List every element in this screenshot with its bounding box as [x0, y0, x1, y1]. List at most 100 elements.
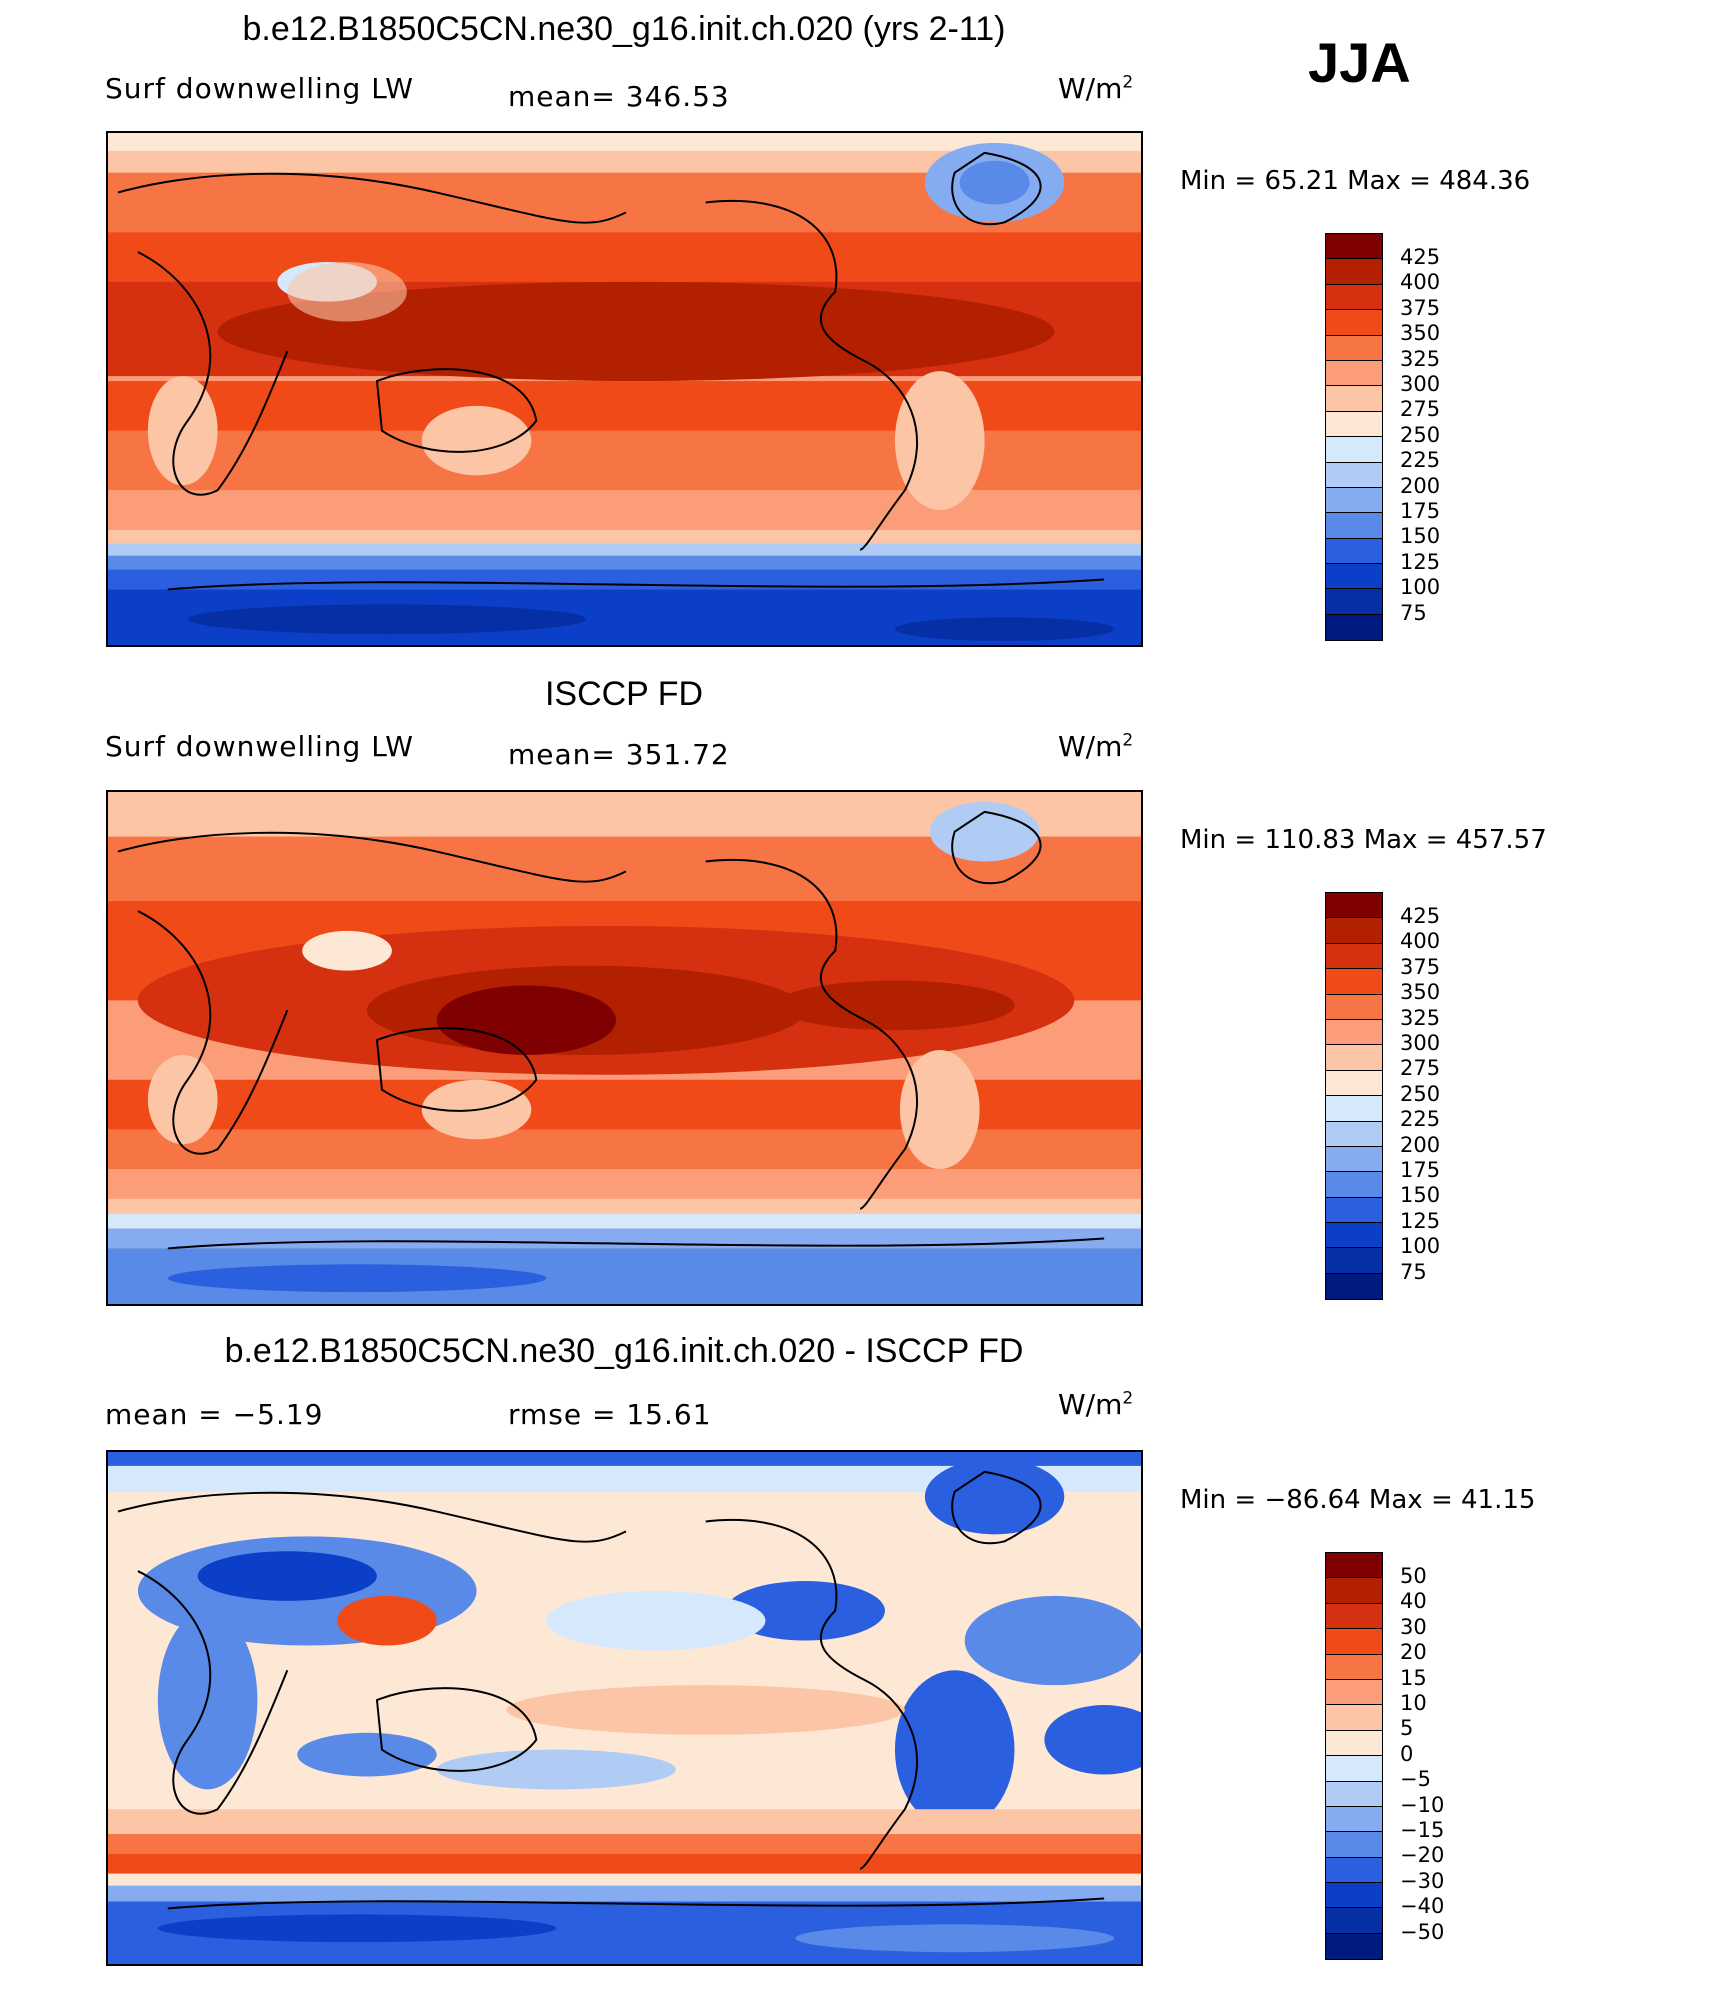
- panel-2-variable-label: Surf downwelling LW: [105, 730, 414, 763]
- colorbar-label: 350: [1400, 980, 1441, 1005]
- colorbar-swatch: [1326, 614, 1382, 641]
- colorbar-label: 125: [1400, 549, 1441, 574]
- panel-2-colorbar: [1325, 892, 1383, 1301]
- colorbar-label: −15: [1400, 1818, 1445, 1842]
- colorbar-swatch: [1326, 1806, 1382, 1833]
- colorbar-label: 400: [1400, 270, 1441, 295]
- colorbar-swatch: [1326, 918, 1382, 944]
- colorbar-label: 325: [1400, 346, 1441, 371]
- colorbar-swatch: [1326, 1197, 1382, 1224]
- panel-1-map: [106, 131, 1143, 647]
- panel-1-title: b.e12.B1850C5CN.ne30_g16.init.ch.020 (yr…: [242, 10, 1006, 48]
- colorbar-swatch: [1326, 1578, 1382, 1604]
- colorbar-swatch: [1326, 564, 1382, 590]
- colorbar-label: 150: [1400, 1183, 1441, 1208]
- colorbar-label: 15: [1400, 1665, 1427, 1690]
- panel-2-mean-label: mean= 351.72: [508, 738, 730, 771]
- panel-2-min-max: Min = 110.83 Max = 457.57: [1180, 825, 1547, 855]
- colorbar-swatch: [1326, 1146, 1382, 1173]
- colorbar-swatch: [1326, 386, 1382, 412]
- colorbar-label: 275: [1400, 397, 1441, 422]
- colorbar-label: 5: [1400, 1716, 1414, 1741]
- colorbar-swatch: [1326, 1730, 1382, 1757]
- colorbar-label: 50: [1400, 1564, 1427, 1588]
- panel-3-mean-label: mean = −5.19: [105, 1398, 324, 1431]
- colorbar-label: 20: [1400, 1640, 1427, 1665]
- colorbar-swatch: [1326, 1705, 1382, 1731]
- colorbar-label: 325: [1400, 1005, 1441, 1030]
- panel-3-rmse-label: rmse = 15.61: [508, 1398, 712, 1431]
- colorbar-label: 125: [1400, 1208, 1441, 1233]
- panel-1-colorbar: [1325, 233, 1383, 642]
- panel-3-title: b.e12.B1850C5CN.ne30_g16.init.ch.020 - I…: [224, 1332, 1024, 1370]
- colorbar-swatch: [1326, 969, 1382, 995]
- colorbar-label: 150: [1400, 524, 1441, 549]
- colorbar-label: −50: [1400, 1919, 1445, 1944]
- observed-lw-map: [108, 792, 1141, 1304]
- colorbar-swatch: [1326, 893, 1382, 919]
- colorbar-label: 300: [1400, 1031, 1441, 1055]
- colorbar-label: 350: [1400, 321, 1441, 346]
- colorbar-label: 225: [1400, 448, 1441, 473]
- season-label: JJA: [1308, 31, 1411, 94]
- model-lw-map: [108, 133, 1141, 645]
- colorbar-label: 250: [1400, 422, 1441, 447]
- colorbar-swatch: [1326, 1832, 1382, 1858]
- colorbar-swatch: [1326, 538, 1382, 565]
- colorbar-swatch: [1326, 1781, 1382, 1807]
- colorbar-swatch: [1326, 943, 1382, 970]
- colorbar-label: 100: [1400, 1234, 1441, 1259]
- colorbar-label: 425: [1400, 245, 1441, 269]
- panel-3-min-max: Min = −86.64 Max = 41.15: [1180, 1485, 1536, 1515]
- colorbar-label: 275: [1400, 1056, 1441, 1081]
- panel-2-units: W/m2: [1058, 730, 1134, 763]
- colorbar-swatch: [1326, 1857, 1382, 1884]
- colorbar-swatch: [1326, 1121, 1382, 1147]
- colorbar-label: 30: [1400, 1614, 1427, 1639]
- colorbar-swatch: [1326, 589, 1382, 615]
- colorbar-label: 100: [1400, 575, 1441, 600]
- colorbar-swatch: [1326, 1019, 1382, 1046]
- colorbar-swatch: [1326, 994, 1382, 1020]
- colorbar-swatch: [1326, 1096, 1382, 1122]
- colorbar-swatch: [1326, 1629, 1382, 1655]
- colorbar-swatch: [1326, 284, 1382, 311]
- panel-1-units: W/m2: [1058, 72, 1134, 105]
- colorbar-label: −10: [1400, 1792, 1445, 1817]
- panel-3-colorbar: [1325, 1552, 1383, 1961]
- colorbar-label: −30: [1400, 1868, 1445, 1893]
- colorbar-label: 425: [1400, 904, 1441, 928]
- colorbar-label: −5: [1400, 1767, 1431, 1792]
- colorbar-label: 175: [1400, 499, 1441, 523]
- panel-1-min-max: Min = 65.21 Max = 484.36: [1180, 166, 1531, 196]
- colorbar-label: 40: [1400, 1589, 1427, 1614]
- colorbar-swatch: [1326, 1756, 1382, 1782]
- colorbar-swatch: [1326, 310, 1382, 336]
- colorbar-swatch: [1326, 1883, 1382, 1909]
- colorbar-swatch: [1326, 360, 1382, 387]
- colorbar-label: 200: [1400, 473, 1441, 498]
- colorbar-swatch: [1326, 411, 1382, 438]
- colorbar-swatch: [1326, 437, 1382, 463]
- panel-1-mean-label: mean= 346.53: [508, 80, 730, 113]
- colorbar-label: 250: [1400, 1081, 1441, 1106]
- panel-3-map: [106, 1450, 1143, 1966]
- colorbar-swatch: [1326, 1248, 1382, 1274]
- colorbar-label: 200: [1400, 1132, 1441, 1157]
- colorbar-swatch: [1326, 335, 1382, 361]
- colorbar-swatch: [1326, 462, 1382, 488]
- colorbar-label: −40: [1400, 1894, 1445, 1919]
- colorbar-swatch: [1326, 1679, 1382, 1706]
- colorbar-swatch: [1326, 1223, 1382, 1249]
- difference-map: [108, 1452, 1141, 1964]
- colorbar-label: 375: [1400, 295, 1441, 320]
- colorbar-label: 0: [1400, 1741, 1414, 1766]
- colorbar-swatch: [1326, 487, 1382, 514]
- colorbar-label: 175: [1400, 1158, 1441, 1182]
- colorbar-swatch: [1326, 513, 1382, 539]
- colorbar-swatch: [1326, 1273, 1382, 1300]
- colorbar-label: 10: [1400, 1691, 1427, 1715]
- colorbar-label: 400: [1400, 929, 1441, 954]
- colorbar-swatch: [1326, 259, 1382, 285]
- colorbar-label: 300: [1400, 372, 1441, 396]
